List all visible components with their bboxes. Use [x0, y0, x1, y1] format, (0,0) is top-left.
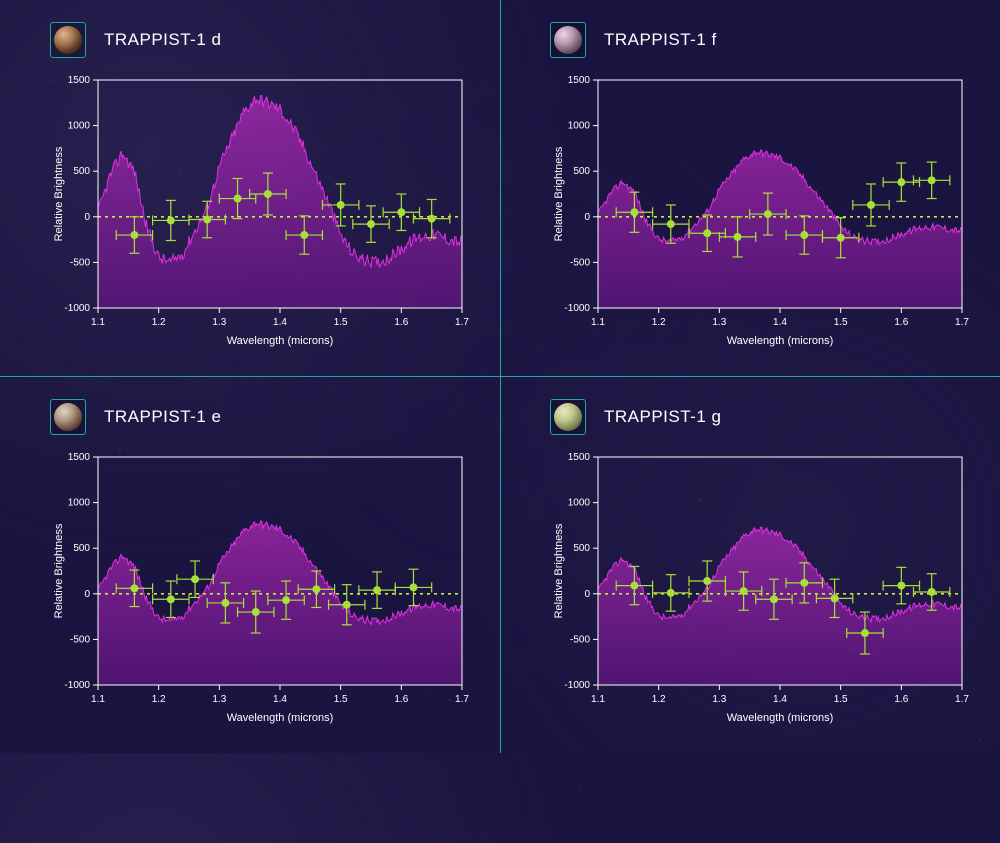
y-tick-label: 0 [84, 212, 90, 223]
y-tick-label: -1000 [564, 303, 590, 314]
panel-title: TRAPPIST-1 f [604, 30, 717, 50]
panel-header: TRAPPIST-1 d [50, 22, 221, 58]
y-axis-label: Relative Brightness [53, 146, 65, 241]
y-tick-label: 1500 [68, 452, 91, 463]
data-point [883, 567, 919, 603]
x-tick-label: 1.1 [591, 317, 605, 328]
x-tick-label: 1.3 [712, 317, 726, 328]
y-tick-label: 1000 [68, 121, 91, 132]
planet-icon [54, 403, 82, 431]
panel-title: TRAPPIST-1 e [104, 407, 221, 427]
chart: 1.1 1.2 1.3 1.4 1.5 1.6 1.7 -1000 -500 0 500 1000 15… [550, 72, 970, 352]
x-tick-label: 1.5 [334, 317, 348, 328]
x-tick-label: 1.1 [591, 694, 605, 705]
y-axis-label: Relative Brightness [553, 146, 565, 241]
y-tick-label: -1000 [64, 303, 90, 314]
x-axis-label: Wavelength (microns) [727, 712, 834, 724]
y-tick-label: -500 [70, 634, 90, 645]
planet-icon [54, 26, 82, 54]
panel-trappist-1-e: TRAPPIST-1 e 1.1 1.2 1.3 1.4 1.5 1.6 1.7 -1000 -5… [0, 377, 500, 753]
y-tick-label: -500 [570, 257, 590, 268]
x-tick-label: 1.6 [894, 694, 908, 705]
panel-title: TRAPPIST-1 g [604, 407, 721, 427]
y-tick-label: 1500 [568, 452, 591, 463]
x-tick-label: 1.7 [455, 694, 469, 705]
planet-thumbnail-box [50, 22, 86, 58]
y-tick-label: 500 [573, 543, 590, 554]
panel-trappist-1-f: TRAPPIST-1 f 1.1 1.2 1.3 1.4 1.5 1.6 1.7 -1000 -5… [500, 0, 1000, 376]
data-point [853, 184, 889, 226]
y-tick-label: 1000 [568, 498, 591, 509]
y-tick-label: 0 [584, 589, 590, 600]
y-tick-label: 1000 [568, 121, 591, 132]
data-point [359, 572, 395, 608]
planet-icon [554, 403, 582, 431]
panel-header: TRAPPIST-1 f [550, 22, 717, 58]
y-tick-label: 1500 [68, 75, 91, 86]
x-tick-label: 1.7 [955, 317, 969, 328]
x-tick-label: 1.3 [212, 694, 226, 705]
panel-trappist-1-g: TRAPPIST-1 g 1.1 1.2 1.3 1.4 1.5 1.6 1.7 -1000 -5… [500, 377, 1000, 753]
y-tick-label: 1000 [68, 498, 91, 509]
data-point [383, 194, 419, 230]
x-tick-label: 1.2 [152, 694, 166, 705]
x-axis-label: Wavelength (microns) [727, 335, 834, 347]
y-tick-label: -500 [570, 634, 590, 645]
x-tick-label: 1.7 [955, 694, 969, 705]
chart: 1.1 1.2 1.3 1.4 1.5 1.6 1.7 -1000 -500 0 500 1000 15… [50, 449, 470, 729]
spectrum-fill [98, 96, 462, 309]
x-tick-label: 1.5 [834, 694, 848, 705]
data-point [883, 163, 919, 201]
planet-thumbnail-box [550, 22, 586, 58]
data-point [153, 581, 189, 617]
x-tick-label: 1.2 [152, 317, 166, 328]
data-point [413, 199, 449, 237]
chart: 1.1 1.2 1.3 1.4 1.5 1.6 1.7 -1000 -500 0 500 1000 15… [550, 449, 970, 729]
y-tick-label: 0 [584, 212, 590, 223]
x-tick-label: 1.6 [894, 317, 908, 328]
x-tick-label: 1.3 [712, 694, 726, 705]
panel-trappist-1-d: TRAPPIST-1 d 1.1 1.2 1.3 1.4 1.5 1.6 1.7 -1000 -5… [0, 0, 500, 376]
x-tick-label: 1.1 [91, 694, 105, 705]
y-tick-label: 500 [73, 543, 90, 554]
y-tick-label: -500 [70, 257, 90, 268]
x-tick-label: 1.6 [394, 694, 408, 705]
y-tick-label: 1500 [568, 75, 591, 86]
planet-icon [554, 26, 582, 54]
data-point [653, 575, 689, 611]
x-tick-label: 1.5 [334, 694, 348, 705]
y-tick-label: -1000 [64, 680, 90, 691]
x-tick-label: 1.4 [773, 694, 787, 705]
planet-thumbnail-box [50, 399, 86, 435]
x-axis-label: Wavelength (microns) [227, 335, 334, 347]
x-tick-label: 1.1 [91, 317, 105, 328]
y-tick-label: 500 [573, 166, 590, 177]
y-axis-label: Relative Brightness [553, 523, 565, 618]
x-tick-label: 1.4 [773, 317, 787, 328]
y-axis-label: Relative Brightness [53, 523, 65, 618]
x-axis-label: Wavelength (microns) [227, 712, 334, 724]
chart: 1.1 1.2 1.3 1.4 1.5 1.6 1.7 -1000 -500 0 500 1000 15… [50, 72, 470, 352]
x-tick-label: 1.7 [455, 317, 469, 328]
data-point [395, 569, 431, 605]
x-tick-label: 1.4 [273, 694, 287, 705]
y-tick-label: 500 [73, 166, 90, 177]
x-tick-label: 1.6 [394, 317, 408, 328]
data-point [153, 200, 189, 240]
x-tick-label: 1.4 [273, 317, 287, 328]
x-tick-label: 1.2 [652, 694, 666, 705]
panel-header: TRAPPIST-1 g [550, 399, 721, 435]
x-tick-label: 1.5 [834, 317, 848, 328]
panel-title: TRAPPIST-1 d [104, 30, 221, 50]
x-tick-label: 1.2 [652, 317, 666, 328]
planet-thumbnail-box [550, 399, 586, 435]
data-point [353, 206, 389, 242]
data-point [913, 162, 949, 198]
x-tick-label: 1.3 [212, 317, 226, 328]
y-tick-label: -1000 [564, 680, 590, 691]
panel-header: TRAPPIST-1 e [50, 399, 221, 435]
y-tick-label: 0 [84, 589, 90, 600]
